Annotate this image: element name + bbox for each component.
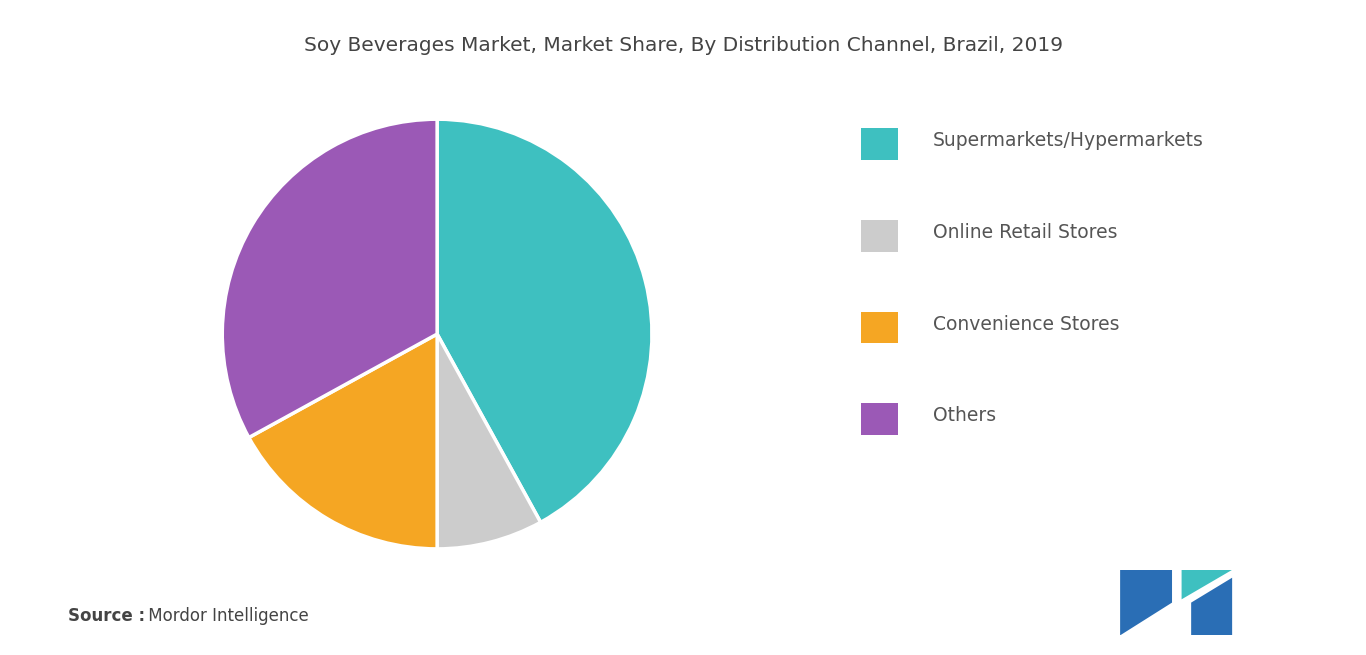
FancyBboxPatch shape	[861, 312, 899, 343]
Polygon shape	[1182, 570, 1232, 599]
Text: Others: Others	[933, 406, 996, 426]
FancyBboxPatch shape	[861, 220, 899, 252]
FancyBboxPatch shape	[861, 403, 899, 435]
Text: Convenience Stores: Convenience Stores	[933, 314, 1119, 334]
Text: Supermarkets/Hypermarkets: Supermarkets/Hypermarkets	[933, 131, 1203, 151]
Polygon shape	[1120, 570, 1172, 635]
Text: Mordor Intelligence: Mordor Intelligence	[143, 607, 309, 625]
FancyBboxPatch shape	[861, 128, 899, 160]
Polygon shape	[1191, 578, 1232, 635]
Text: Online Retail Stores: Online Retail Stores	[933, 223, 1117, 242]
Wedge shape	[437, 334, 541, 549]
Wedge shape	[223, 119, 437, 438]
Wedge shape	[249, 334, 437, 549]
Wedge shape	[437, 119, 652, 522]
Text: Source :: Source :	[68, 607, 145, 625]
Text: Soy Beverages Market, Market Share, By Distribution Channel, Brazil, 2019: Soy Beverages Market, Market Share, By D…	[303, 36, 1063, 56]
